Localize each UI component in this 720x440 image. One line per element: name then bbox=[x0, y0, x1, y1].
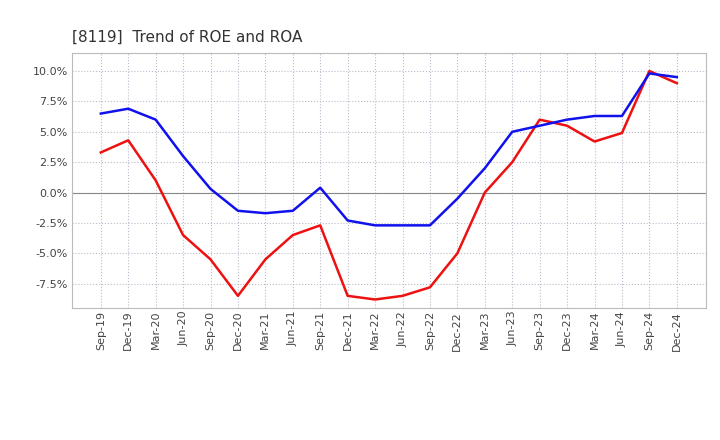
ROE bbox=[398, 293, 407, 298]
ROA bbox=[206, 186, 215, 191]
ROA bbox=[590, 114, 599, 119]
ROA bbox=[96, 111, 105, 116]
ROE bbox=[371, 297, 379, 302]
ROE bbox=[426, 285, 434, 290]
ROE bbox=[233, 293, 242, 298]
ROE bbox=[151, 178, 160, 183]
ROA bbox=[453, 196, 462, 201]
ROA bbox=[480, 165, 489, 171]
ROE bbox=[480, 190, 489, 195]
ROA bbox=[645, 71, 654, 76]
Line: ROE: ROE bbox=[101, 71, 677, 300]
ROE bbox=[672, 81, 681, 86]
ROA bbox=[563, 117, 572, 122]
ROA bbox=[179, 154, 187, 159]
ROE bbox=[206, 257, 215, 262]
ROE bbox=[508, 160, 516, 165]
ROA bbox=[672, 74, 681, 80]
ROE bbox=[261, 257, 270, 262]
ROA bbox=[151, 117, 160, 122]
ROE bbox=[618, 130, 626, 136]
ROA bbox=[398, 223, 407, 228]
ROA bbox=[371, 223, 379, 228]
ROE bbox=[563, 123, 572, 128]
ROE bbox=[289, 232, 297, 238]
ROA bbox=[343, 218, 352, 223]
ROE bbox=[453, 251, 462, 256]
ROE bbox=[96, 150, 105, 155]
ROA bbox=[426, 223, 434, 228]
ROA bbox=[508, 129, 516, 135]
ROE bbox=[179, 232, 187, 238]
ROE bbox=[124, 138, 132, 143]
ROA bbox=[618, 114, 626, 119]
ROE bbox=[645, 68, 654, 73]
ROE bbox=[536, 117, 544, 122]
Line: ROA: ROA bbox=[101, 73, 677, 225]
ROE bbox=[590, 139, 599, 144]
ROA bbox=[261, 211, 270, 216]
ROE bbox=[343, 293, 352, 298]
ROA bbox=[536, 123, 544, 128]
ROA bbox=[289, 208, 297, 213]
ROE bbox=[316, 223, 325, 228]
ROA bbox=[124, 106, 132, 111]
ROA bbox=[233, 208, 242, 213]
ROA bbox=[316, 185, 325, 191]
Text: [8119]  Trend of ROE and ROA: [8119] Trend of ROE and ROA bbox=[72, 29, 302, 45]
